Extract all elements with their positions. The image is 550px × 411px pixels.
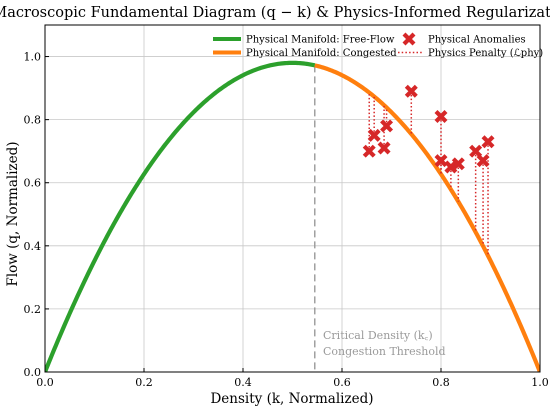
anomaly-marker	[476, 154, 490, 168]
x-axis-label: Density (k, Normalized)	[210, 391, 373, 407]
y-tick-label: 0.8	[24, 114, 42, 127]
anomaly-marker	[362, 144, 376, 158]
legend-anomaly-label: Physical Anomalies	[428, 35, 526, 46]
x-tick-label: 0.2	[135, 376, 153, 389]
critical-density-label: Critical Density (k꜀)	[323, 329, 433, 342]
legend: Physical Manifold: Free-Flow Physical Man…	[213, 32, 543, 59]
x-tick-label: 0.6	[333, 376, 351, 389]
x-tick-label: 1.0	[531, 376, 549, 389]
y-tick-label: 0.0	[24, 366, 42, 379]
anomaly-marker	[434, 154, 448, 168]
legend-congested-label: Physical Manifold: Congested	[246, 48, 397, 59]
congested-curve	[314, 63, 540, 372]
anomaly-marker	[434, 109, 448, 123]
y-tick-label: 1.0	[24, 51, 42, 64]
anomaly-marker	[380, 119, 394, 133]
x-tick-label: 0.8	[432, 376, 450, 389]
anomaly-marker	[481, 135, 495, 149]
congestion-threshold-label: Congestion Threshold	[323, 345, 446, 358]
plot-frame	[44, 24, 541, 373]
anomaly-marker	[404, 84, 418, 98]
y-axis-label: Flow (q, Normalized)	[5, 141, 21, 286]
legend-penalty-label: Physics Penalty (ℒphy)	[428, 48, 543, 59]
anomaly-marker	[367, 128, 381, 142]
plot-area: 0.0 0.2 0.4 0.6 0.8 1.0 0.0 0.2 0.4 0.6 0.8 1.0	[24, 24, 549, 389]
y-tick-label: 0.6	[24, 177, 42, 190]
x-tick-label: 0.0	[36, 376, 54, 389]
y-tick-label: 0.4	[24, 240, 42, 253]
legend-free-flow-label: Physical Manifold: Free-Flow	[246, 35, 395, 46]
anomaly-marker	[451, 157, 465, 171]
y-tick-label: 0.2	[24, 303, 42, 316]
chart-title: Macroscopic Fundamental Diagram (q − k) …	[0, 5, 550, 21]
anomaly-marker	[377, 141, 391, 155]
x-tick-label: 0.4	[234, 376, 252, 389]
anomaly-marker	[444, 160, 458, 174]
free-flow-curve	[45, 60, 316, 372]
anomaly-marker	[469, 144, 483, 158]
legend-anomaly-marker	[402, 32, 416, 46]
